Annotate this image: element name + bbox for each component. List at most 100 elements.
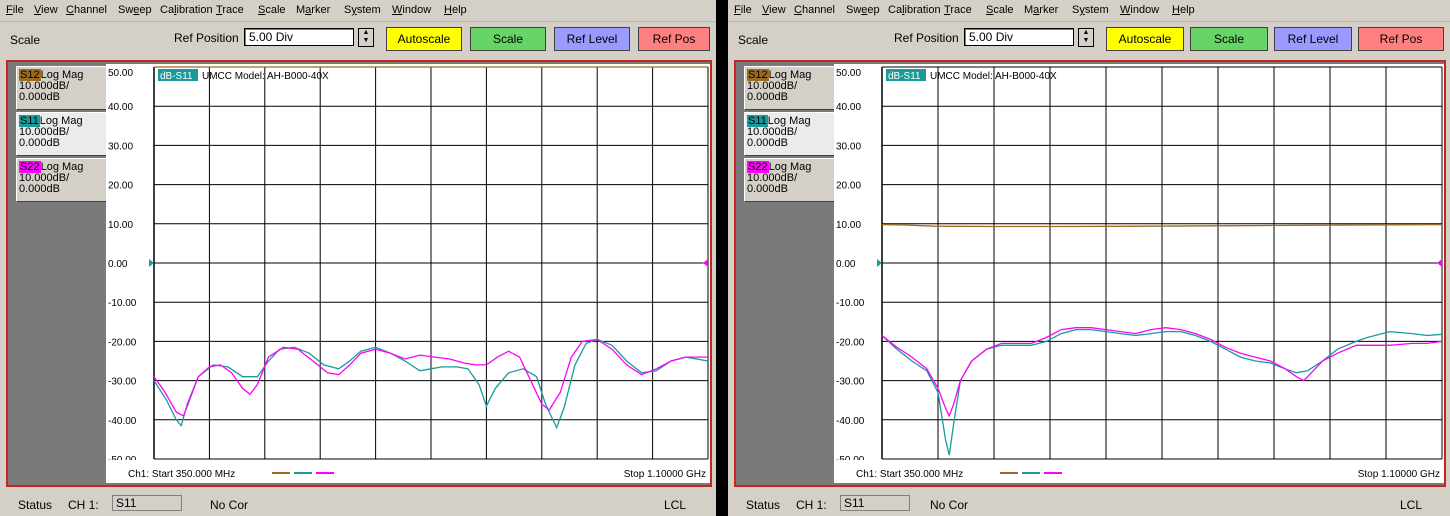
correction-status: No Cor: [210, 498, 249, 512]
trace-tag: S11: [19, 115, 40, 127]
trace-scale: 10.000dB/: [747, 126, 798, 138]
trace-legend-s11[interactable]: S11Log Mag 10.000dB/ 0.000dB: [16, 112, 108, 156]
title-text: UMCC Model: AH-B000-40X: [202, 71, 329, 82]
trace-graph[interactable]: 50.00 40.00 30.00 20.00 10.00 0.00 -10.00 -20.0…: [106, 64, 710, 483]
ref-marker-right-icon: [1437, 259, 1442, 267]
menu-view[interactable]: View: [762, 4, 786, 16]
menu-marker[interactable]: Marker: [296, 4, 331, 16]
trace-legend-s11[interactable]: S11Log Mag 10.000dB/ 0.000dB: [744, 112, 836, 156]
menu-view[interactable]: View: [34, 4, 58, 16]
y-tick-label: 20.00: [108, 181, 133, 192]
ref-pos-button[interactable]: Ref Pos: [1358, 27, 1444, 51]
title-trace: dB-S11: [160, 71, 193, 82]
menu-sweep[interactable]: Sweep: [846, 4, 880, 16]
scale-button[interactable]: Scale: [470, 27, 546, 51]
ref-level-button[interactable]: Ref Level: [554, 27, 630, 51]
title-text: UMCC Model: AH-B000-40X: [930, 71, 1057, 82]
trace-tag: S11: [747, 115, 768, 127]
status-bar: Status CH 1: S11 No Cor LCL: [728, 490, 1450, 516]
trace-format: Log Mag: [40, 161, 84, 173]
channel-window: S12Log Mag 10.000dB/ 0.000dB S11Log Mag …: [734, 60, 1446, 487]
scale-menu-label: Scale: [10, 33, 41, 47]
trace-format: Log Mag: [768, 161, 812, 173]
autoscale-button[interactable]: Autoscale: [1106, 27, 1184, 51]
status-bar: Status CH 1: S11 No Cor LCL: [0, 490, 716, 516]
sweep-stop: Stop 1.10000 GHz: [624, 469, 706, 480]
menu-help[interactable]: Help: [1172, 4, 1195, 16]
ref-marker-left-icon: [149, 259, 154, 267]
trace-legend-s22[interactable]: S22Log Mag 10.000dB/ 0.000dB: [744, 158, 836, 202]
y-tick-label: 30.00: [836, 141, 861, 152]
menu-system[interactable]: System: [1072, 4, 1109, 16]
y-tick-label: -30.00: [836, 377, 865, 388]
y-tick-label: 10.00: [836, 220, 861, 231]
trace-s22: [881, 327, 1443, 418]
trace-scale: 10.000dB/: [747, 80, 798, 92]
menu-window[interactable]: Window: [392, 4, 432, 16]
scale-menu-label: Scale: [738, 33, 769, 47]
trace-scale: 10.000dB/: [19, 172, 70, 184]
menu-calibration[interactable]: Calibration: [888, 4, 941, 16]
menu-scale[interactable]: Scale: [986, 4, 1014, 16]
y-tick-label: 0.00: [836, 259, 856, 270]
active-trace-field: S11: [840, 495, 910, 511]
trace-ref: 0.000dB: [747, 91, 788, 103]
trace-s11: [153, 338, 709, 430]
trace-format: Log Mag: [40, 69, 84, 81]
spin-down-icon[interactable]: ▼: [1082, 37, 1090, 44]
footer-bg: [834, 460, 1444, 483]
trace-ref: 0.000dB: [19, 91, 60, 103]
y-tick-label: 50.00: [108, 68, 133, 79]
y-tick-label: 30.00: [108, 141, 133, 152]
y-tick-label: -30.00: [108, 377, 137, 388]
ref-pos-button[interactable]: Ref Pos: [638, 27, 710, 51]
menu-system[interactable]: System: [344, 4, 381, 16]
ref-level-button[interactable]: Ref Level: [1274, 27, 1352, 51]
menu-bar: File View Channel Sweep Calibration Trace Scal…: [728, 0, 1450, 22]
menu-file[interactable]: File: [6, 4, 24, 16]
menu-help[interactable]: Help: [444, 4, 467, 16]
trace-ref: 0.000dB: [19, 137, 60, 149]
menu-window[interactable]: Window: [1120, 4, 1160, 16]
trace-legend-s12[interactable]: S12Log Mag 10.000dB/ 0.000dB: [744, 66, 836, 110]
spin-up-icon[interactable]: ▲: [362, 29, 370, 36]
y-tick-label: 10.00: [108, 220, 133, 231]
trace-tag: S22: [747, 161, 769, 173]
scale-button[interactable]: Scale: [1190, 27, 1268, 51]
spin-down-icon[interactable]: ▼: [362, 37, 370, 44]
analyzer-window-left: File View Channel Sweep Calibration Trace Scal…: [0, 0, 716, 516]
menu-trace[interactable]: Trace: [944, 4, 972, 16]
trace-legend-s22[interactable]: S22Log Mag 10.000dB/ 0.000dB: [16, 158, 108, 202]
y-tick-label: -10.00: [108, 298, 137, 309]
y-tick-label: 40.00: [836, 102, 861, 113]
trace-ref: 0.000dB: [747, 183, 788, 195]
softkey-toolbar: Scale Ref Position 5.00 Div ▲ ▼ Autoscale…: [0, 22, 716, 57]
menu-channel[interactable]: Channel: [66, 4, 107, 16]
y-tick-label: -20.00: [836, 337, 865, 348]
menu-sweep[interactable]: Sweep: [118, 4, 152, 16]
ref-position-spinner[interactable]: ▲ ▼: [1078, 28, 1094, 47]
menu-trace[interactable]: Trace: [216, 4, 244, 16]
ref-position-input[interactable]: 5.00 Div: [964, 28, 1074, 46]
menu-marker[interactable]: Marker: [1024, 4, 1059, 16]
menu-calibration[interactable]: Calibration: [160, 4, 213, 16]
menu-file[interactable]: File: [734, 4, 752, 16]
sweep-start: Ch1: Start 350.000 MHz: [856, 469, 963, 480]
status-channel: CH 1:: [68, 498, 99, 512]
menu-channel[interactable]: Channel: [794, 4, 835, 16]
ref-position-input[interactable]: 5.00 Div: [244, 28, 354, 46]
autoscale-button[interactable]: Autoscale: [386, 27, 462, 51]
ref-marker-left-icon: [877, 259, 882, 267]
title-trace-tag: [886, 69, 926, 81]
menu-scale[interactable]: Scale: [258, 4, 286, 16]
sweep-start: Ch1: Start 350.000 MHz: [128, 469, 235, 480]
trace-legend-s12[interactable]: S12Log Mag 10.000dB/ 0.000dB: [16, 66, 108, 110]
footer-bg: [106, 460, 710, 483]
ref-position-spinner[interactable]: ▲ ▼: [358, 28, 374, 47]
y-tick-label: 0.00: [108, 259, 128, 270]
spin-up-icon[interactable]: ▲: [1082, 29, 1090, 36]
trace-s11: [881, 328, 1443, 456]
trace-graph[interactable]: 50.00 40.00 30.00 20.00 10.00 0.00 -10.00 -20.0…: [834, 64, 1444, 483]
control-mode: LCL: [1400, 498, 1423, 512]
trace-scale: 10.000dB/: [747, 172, 798, 184]
